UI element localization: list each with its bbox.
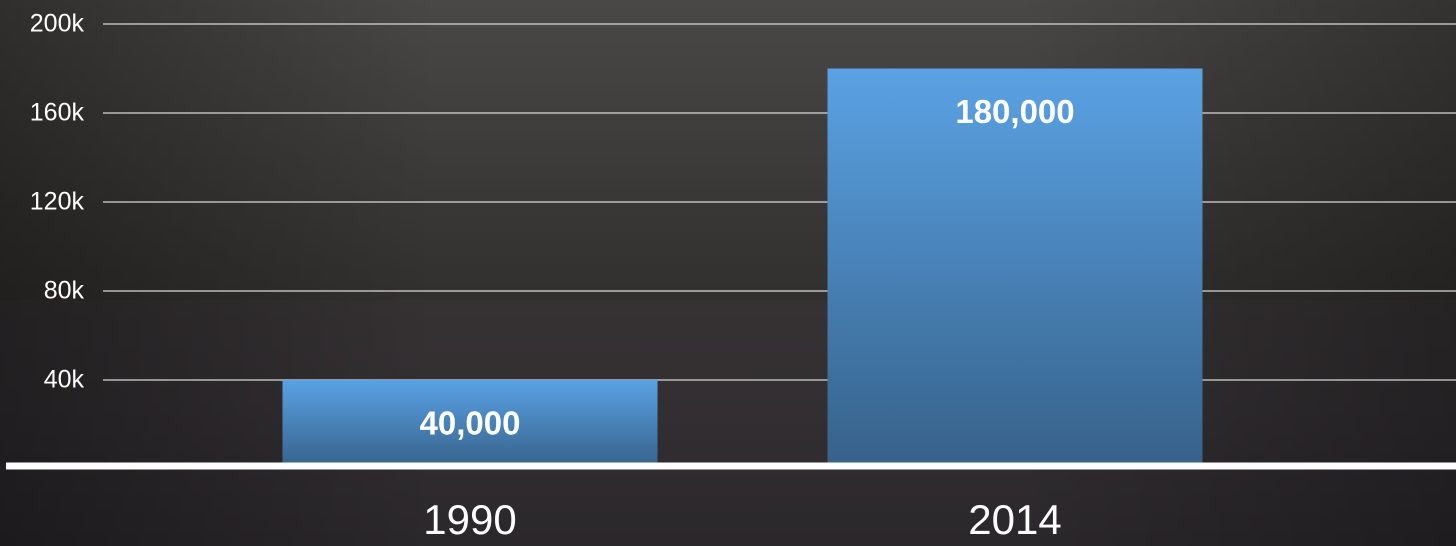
- page: 40k80k120k160k200k40,0001990180,0002014 …: [0, 0, 1456, 546]
- y-tick-label: 200k: [30, 10, 85, 38]
- y-tick-label: 80k: [44, 277, 85, 305]
- y-tick-label: 40k: [44, 366, 85, 394]
- chart: 40k 80k 120k 160k 200k 40,000 1990 180,000 2014: [0, 0, 1456, 546]
- x-tick-label: 1990: [423, 496, 516, 543]
- x-tick-label: 2014: [968, 496, 1061, 543]
- y-tick-label: 120k: [30, 188, 85, 216]
- y-tick-label: 160k: [30, 99, 85, 127]
- value-label: 40,000: [420, 405, 521, 442]
- value-label: 180,000: [955, 93, 1074, 130]
